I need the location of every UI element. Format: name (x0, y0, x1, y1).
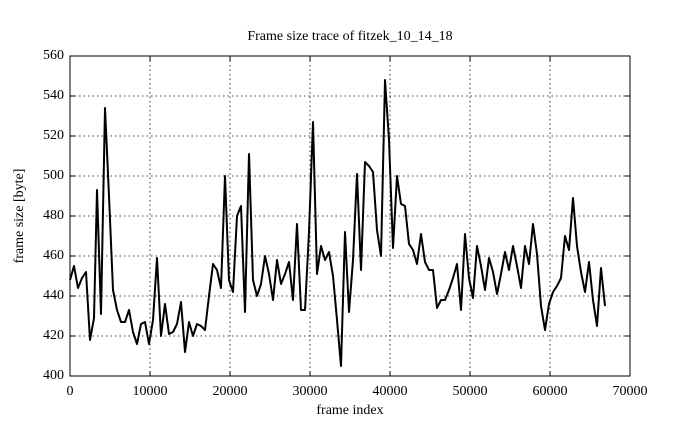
y-tick-label: 520 (43, 128, 64, 143)
x-tick-label: 10000 (133, 384, 168, 399)
x-axis-label: frame index (316, 403, 383, 418)
y-tick-label: 460 (43, 248, 64, 263)
x-tick-label: 30000 (293, 384, 328, 399)
x-tick-label: 50000 (453, 384, 488, 399)
chart-title: Frame size trace of fitzek_10_14_18 (247, 29, 452, 44)
x-tick-label: 20000 (213, 384, 248, 399)
y-axis-label: frame size [byte] (12, 169, 27, 264)
y-tick-label: 540 (43, 88, 64, 103)
y-tick-label: 400 (43, 368, 64, 383)
data-line (69, 79, 606, 367)
x-tick-label: 0 (67, 384, 74, 399)
y-tick-label: 420 (43, 328, 64, 343)
y-tick-label: 500 (43, 168, 64, 183)
y-tick-label: 560 (43, 48, 64, 63)
y-tick-label: 480 (43, 208, 64, 223)
x-tick-label: 40000 (373, 384, 408, 399)
x-tick-label: 70000 (613, 384, 648, 399)
y-tick-label: 440 (43, 288, 64, 303)
x-tick-label: 60000 (533, 384, 568, 399)
